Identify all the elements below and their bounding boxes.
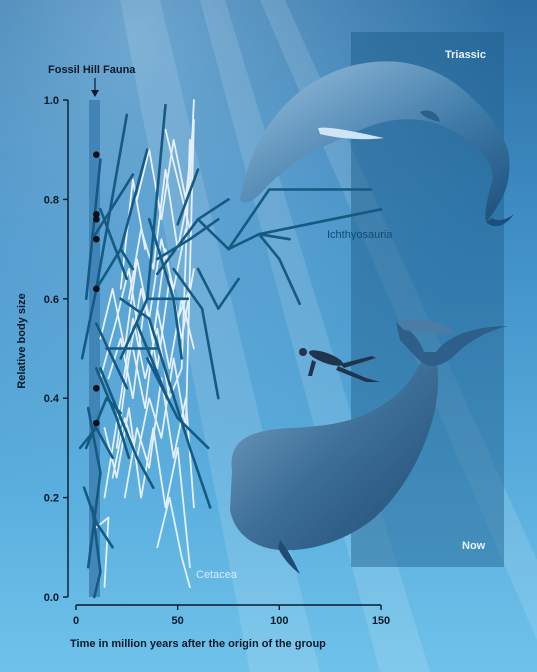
lineage-segment (99, 228, 187, 350)
series-label-ichthyosauria: Ichthyosauria (327, 229, 393, 241)
lineage-segment (176, 168, 200, 226)
lineage-segment (119, 247, 135, 271)
lineage-segment (91, 506, 102, 599)
y-tick-label: 0.4 (44, 393, 60, 405)
fossil-point (93, 384, 100, 392)
diver-illustration (299, 348, 380, 382)
lineage-segment (78, 426, 114, 460)
sperm-whale-illustration (230, 319, 508, 574)
lineage-segment (119, 297, 212, 509)
x-tick-label: 50 (172, 615, 184, 627)
triassic-label: Triassic (445, 49, 486, 61)
tick-labels-layer: 0.0 0.2 0.4 0.6 0.8 1.0 0 50 100 150 (44, 95, 390, 627)
lineage-segment (145, 357, 210, 450)
series-layer (78, 99, 383, 599)
fossil-point (93, 419, 100, 427)
y-tick-label: 0.8 (44, 194, 59, 206)
y-axis-label: Relative body size (16, 293, 28, 389)
now-label: Now (462, 540, 486, 552)
lineage-segment (119, 178, 146, 290)
y-tick-label: 0.0 (44, 592, 59, 604)
lineage-segment (123, 377, 195, 509)
lineage-segment (91, 173, 135, 241)
lineage-segment (196, 267, 240, 310)
lineage-segment (86, 406, 102, 569)
fossil-hill-label: Fossil Hill Fauna (48, 64, 136, 76)
fossil-point (93, 235, 100, 243)
lineage-segment (164, 128, 191, 231)
lineage-segment (196, 198, 230, 221)
lineage-segment (103, 407, 191, 569)
lineage-segment (99, 208, 129, 281)
fossil-points-layer (93, 151, 100, 427)
lineage-segment (95, 516, 110, 588)
x-tick-label: 150 (372, 615, 390, 627)
lineage-segment (84, 158, 102, 301)
fossil-point (93, 215, 100, 223)
ichthyosaur-illustration (240, 61, 514, 227)
fossil-point (93, 285, 100, 293)
lineage-segment (95, 322, 129, 390)
lineage-segment (156, 218, 220, 261)
lineage-segment (147, 218, 183, 360)
fossil-hill-band (89, 100, 100, 597)
lineage-segment (82, 486, 114, 549)
x-tick-label: 0 (73, 615, 79, 627)
lineage-segment (95, 367, 131, 460)
y-tick-label: 0.6 (44, 294, 59, 306)
lineage-segment (99, 367, 155, 489)
x-axis-label: Time in million years after the origin o… (70, 638, 326, 650)
lineage-segment (156, 496, 191, 588)
x-tick-label: 100 (270, 615, 288, 627)
y-tick-label: 1.0 (44, 95, 59, 107)
lineage-segment (257, 232, 291, 241)
plot-axes (63, 99, 382, 610)
lineage-segment (172, 267, 220, 400)
lineage-segment (136, 119, 195, 221)
fossil-hill-arrow (91, 78, 99, 97)
series-label-cetacea: Cetacea (196, 569, 237, 581)
fossil-point (93, 151, 100, 158)
lineage-segment (227, 188, 373, 251)
fossil-point (93, 211, 100, 218)
y-tick-label: 0.2 (44, 493, 59, 505)
lineage-segment (132, 297, 195, 409)
series-ichthyosauria (78, 103, 383, 599)
lineage-segment (257, 232, 301, 306)
